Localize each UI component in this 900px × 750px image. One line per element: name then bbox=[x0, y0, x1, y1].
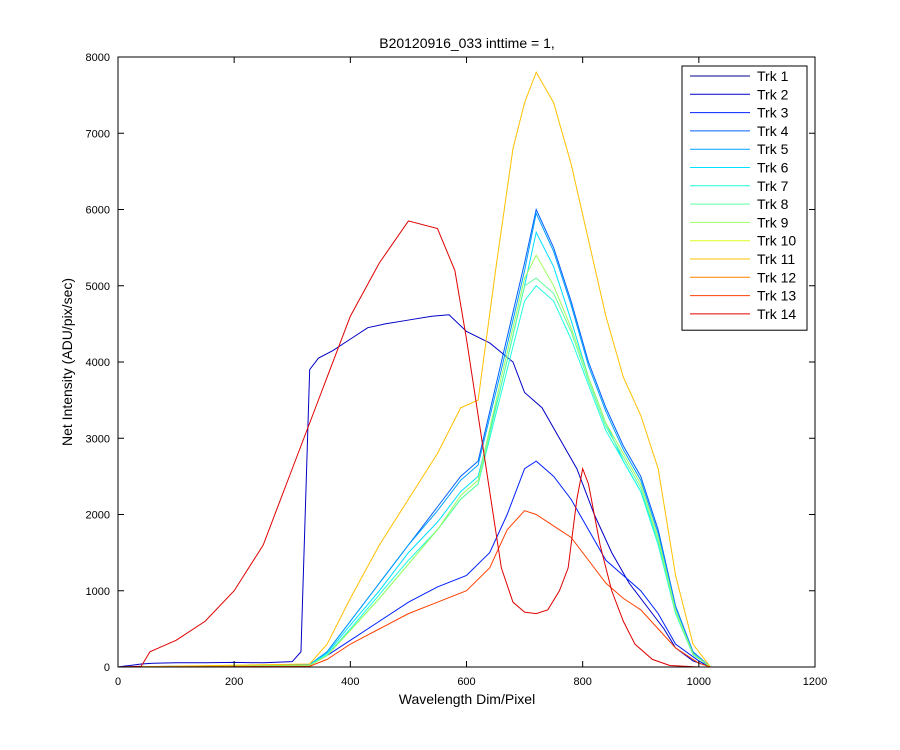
series-line-trk-6 bbox=[117, 230, 711, 668]
legend-label-trk-9: Trk 9 bbox=[757, 214, 789, 230]
series-line-trk-2 bbox=[117, 314, 711, 668]
y-tick-label: 2000 bbox=[86, 510, 110, 522]
y-tick-label: 5000 bbox=[86, 281, 110, 293]
x-tick-label: 1200 bbox=[803, 676, 827, 688]
legend-label-trk-7: Trk 7 bbox=[757, 178, 789, 194]
legend-label-trk-12: Trk 12 bbox=[757, 269, 796, 285]
legend-box bbox=[681, 65, 808, 331]
legend-label-trk-5: Trk 5 bbox=[757, 141, 789, 157]
x-tick-label: 1000 bbox=[687, 676, 711, 688]
series-line-trk-14 bbox=[117, 220, 713, 668]
x-tick-label: 0 bbox=[115, 676, 121, 688]
series-line-trk-5 bbox=[117, 211, 711, 668]
y-axis-label: Net Intensity (ADU/pix/sec) bbox=[59, 278, 75, 446]
legend-label-trk-8: Trk 8 bbox=[757, 196, 789, 212]
series-line-trk-11 bbox=[117, 71, 711, 668]
series-line-trk-7 bbox=[117, 285, 711, 668]
series-line-trk-9 bbox=[117, 254, 711, 668]
y-tick-label: 6000 bbox=[86, 205, 110, 217]
series-line-trk-13 bbox=[117, 510, 711, 668]
x-axis-label: Wavelength Dim/Pixel bbox=[399, 691, 535, 707]
legend-label-trk-11: Trk 11 bbox=[757, 251, 795, 267]
x-tick-label: 200 bbox=[225, 676, 243, 688]
y-tick-label: 4000 bbox=[86, 357, 110, 369]
legend-label-trk-10: Trk 10 bbox=[757, 233, 796, 249]
y-tick-label: 7000 bbox=[86, 128, 110, 140]
y-tick-label: 0 bbox=[104, 662, 110, 674]
legend-label-trk-14: Trk 14 bbox=[757, 306, 796, 322]
x-tick-label: 400 bbox=[341, 676, 359, 688]
legend-label-trk-3: Trk 3 bbox=[757, 105, 789, 121]
x-tick-label: 800 bbox=[573, 676, 591, 688]
y-tick-label: 1000 bbox=[86, 586, 110, 598]
legend-label-trk-6: Trk 6 bbox=[757, 160, 789, 176]
legend-label-trk-13: Trk 13 bbox=[757, 288, 796, 304]
legend: Trk 1 Trk 2 Trk 3 Trk 4 Trk 5 Trk 6 Trk 7 Trk 8… bbox=[681, 65, 808, 331]
y-tick-label: 3000 bbox=[86, 433, 110, 445]
chart-title: B20120916_033 inttime = 1, bbox=[379, 35, 555, 51]
y-tick-label: 8000 bbox=[86, 52, 110, 64]
x-tick-label: 600 bbox=[457, 676, 475, 688]
legend-label-trk-4: Trk 4 bbox=[757, 123, 789, 139]
series-line-trk-3 bbox=[117, 460, 711, 668]
legend-label-trk-2: Trk 2 bbox=[757, 86, 789, 102]
legend-label-trk-1: Trk 1 bbox=[757, 68, 789, 84]
axes: 0 200 400 600 800 1000 1200 0 1000 2000 3000 4000 50… bbox=[86, 52, 828, 688]
